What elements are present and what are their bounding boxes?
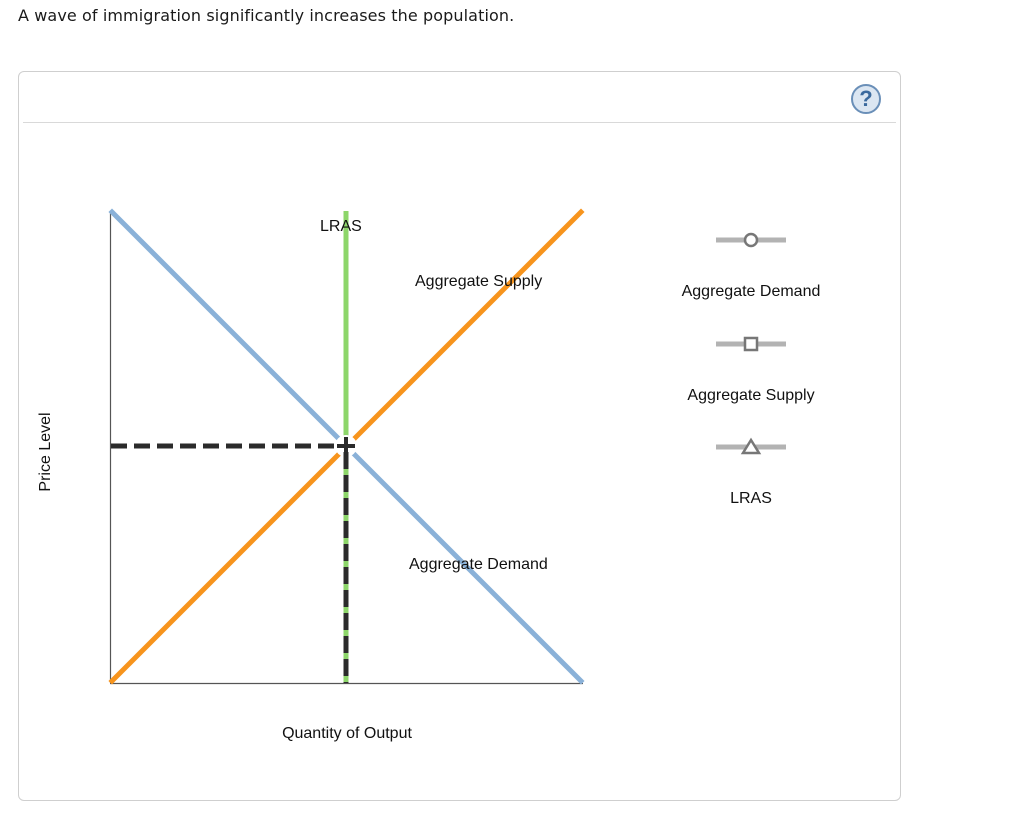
circle-marker-icon	[743, 232, 759, 248]
aggregate-demand-label: Aggregate Demand	[409, 556, 548, 573]
legend-tool-aggregate-demand[interactable]	[716, 232, 786, 248]
equilibrium-point-icon[interactable]	[337, 437, 355, 455]
graph-panel: ?	[18, 71, 901, 801]
panel-divider	[23, 122, 896, 123]
y-axis-label: Price Level	[37, 412, 54, 491]
legend-tool-lras[interactable]	[716, 437, 786, 455]
lras-label: LRAS	[320, 218, 362, 235]
legend-label-aggregate-supply: Aggregate Supply	[687, 387, 815, 404]
question-text: A wave of immigration significantly incr…	[18, 6, 515, 25]
legend-tool-aggregate-supply[interactable]	[716, 336, 786, 352]
legend-label-aggregate-demand: Aggregate Demand	[681, 283, 821, 300]
help-icon: ?	[859, 86, 873, 111]
square-marker-icon	[743, 336, 759, 352]
triangle-marker-icon	[740, 437, 762, 455]
aggregate-supply-label: Aggregate Supply	[415, 273, 542, 290]
x-axis-label: Quantity of Output	[282, 725, 412, 742]
help-button[interactable]: ?	[851, 84, 881, 114]
legend-label-lras: LRAS	[730, 490, 772, 507]
